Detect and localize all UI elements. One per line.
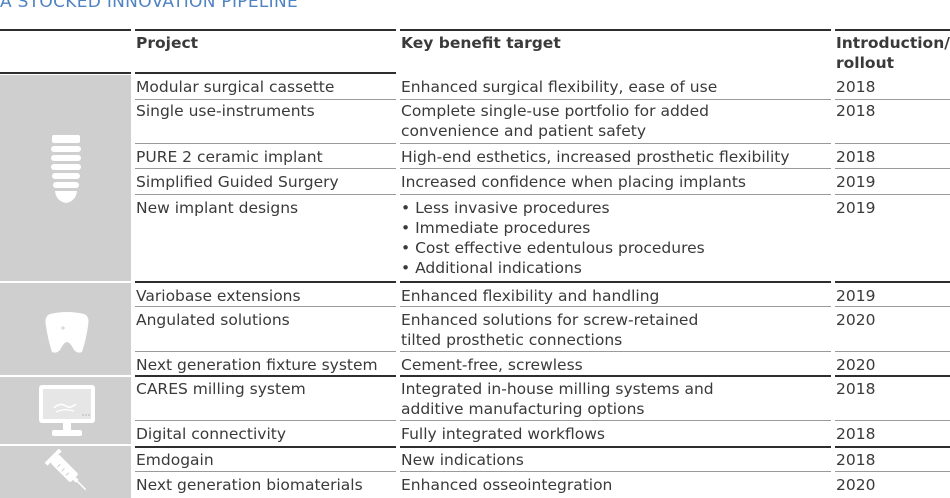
row-divider: [400, 471, 831, 472]
benefit-cell: Cement-free, screwless: [401, 356, 583, 374]
row-divider: [135, 143, 396, 144]
header-project: Project: [136, 34, 199, 52]
row-divider: [835, 306, 950, 307]
header-bottom-rule: [0, 72, 131, 74]
year-cell: 2020: [836, 476, 876, 494]
group-divider: [135, 446, 396, 448]
header-top-rule: [400, 29, 831, 31]
benefit-cell: Enhanced flexibility and handling: [401, 287, 660, 305]
year-cell: 2018: [836, 425, 876, 443]
row-divider: [835, 99, 950, 100]
project-cell: Modular surgical cassette: [136, 78, 335, 96]
group-divider: [400, 281, 831, 283]
year-cell: 2018: [836, 451, 876, 469]
project-cell: Next generation biomaterials: [136, 476, 363, 494]
row-divider: [400, 99, 831, 100]
benefit-cell: tilted prosthetic connections: [401, 331, 623, 349]
row-divider: [835, 143, 950, 144]
benefit-cell: Enhanced osseointegration: [401, 476, 613, 494]
group-divider: [135, 281, 396, 283]
year-cell: 2019: [836, 173, 876, 191]
crown-icon: [45, 312, 89, 353]
row-divider: [400, 143, 831, 144]
row-divider: [135, 194, 396, 195]
group-divider: [835, 446, 950, 448]
row-divider: [835, 471, 950, 472]
row-divider: [835, 168, 950, 169]
benefit-cell: • Additional indications: [401, 259, 582, 277]
year-cell: 2018: [836, 78, 876, 96]
row-divider: [135, 168, 396, 169]
year-cell: 2019: [836, 287, 876, 305]
benefit-cell: • Less invasive procedures: [401, 199, 610, 217]
header-rollout: rollout: [836, 54, 895, 72]
benefit-cell: Integrated in-house milling systems and: [401, 380, 714, 398]
year-cell: 2020: [836, 356, 876, 374]
benefit-cell: Enhanced surgical flexibility, ease of u…: [401, 78, 718, 96]
year-cell: 2018: [836, 148, 876, 166]
project-cell: PURE 2 ceramic implant: [136, 148, 323, 166]
row-divider: [135, 471, 396, 472]
benefit-cell: Complete single-use portfolio for added: [401, 102, 709, 120]
header-top-rule: [835, 29, 950, 31]
row-divider: [400, 420, 831, 421]
project-cell: Single use-instruments: [136, 102, 315, 120]
benefit-cell: New indications: [401, 451, 524, 469]
syringe-icon: [44, 449, 87, 491]
group-divider: [835, 375, 950, 377]
project-cell: Next generation fixture system: [136, 356, 378, 374]
project-cell: Digital connectivity: [136, 425, 287, 443]
row-divider: [835, 194, 950, 195]
header-top-rule: [135, 29, 396, 31]
benefit-cell: convenience and patient safety: [401, 122, 647, 140]
header-introduction: Introduction/: [836, 34, 950, 52]
benefit-cell: Fully integrated workflows: [401, 425, 605, 443]
group-divider: [835, 281, 950, 283]
project-cell: Emdogain: [136, 451, 214, 469]
row-divider: [835, 351, 950, 352]
benefit-cell: Increased confidence when placing implan…: [401, 173, 747, 191]
group-divider: [135, 375, 396, 377]
year-cell: 2020: [836, 311, 876, 329]
row-divider: [135, 420, 396, 421]
group-divider: [400, 446, 831, 448]
year-cell: 2019: [836, 199, 876, 217]
benefit-cell: • Immediate procedures: [401, 219, 591, 237]
row-divider: [400, 194, 831, 195]
project-cell: CARES milling system: [136, 380, 306, 398]
row-divider: [400, 168, 831, 169]
row-divider: [135, 306, 396, 307]
benefit-cell: Enhanced solutions for screw-retained: [401, 311, 699, 329]
year-cell: 2018: [836, 102, 876, 120]
page-title: A STOCKED INNOVATION PIPELINE: [0, 0, 299, 12]
header-bottom-rule: [135, 72, 396, 74]
year-cell: 2018: [836, 380, 876, 398]
project-cell: Simplified Guided Surgery: [136, 173, 339, 191]
benefit-cell: • Cost effective edentulous procedures: [401, 239, 705, 257]
group-divider: [400, 375, 831, 377]
header-benefit: Key benefit target: [401, 34, 561, 52]
benefit-cell: High-end esthetics, increased prosthetic…: [401, 148, 790, 166]
row-divider: [835, 420, 950, 421]
implant-icon: [51, 135, 81, 203]
benefit-cell: additive manufacturing options: [401, 400, 645, 418]
row-divider: [135, 99, 396, 100]
project-cell: Variobase extensions: [136, 287, 301, 305]
row-divider: [400, 306, 831, 307]
row-divider: [400, 351, 831, 352]
project-cell: Angulated solutions: [136, 311, 290, 329]
header-top-rule: [0, 29, 131, 31]
project-cell: New implant designs: [136, 199, 299, 217]
monitor-icon: [39, 385, 95, 436]
row-divider: [135, 351, 396, 352]
